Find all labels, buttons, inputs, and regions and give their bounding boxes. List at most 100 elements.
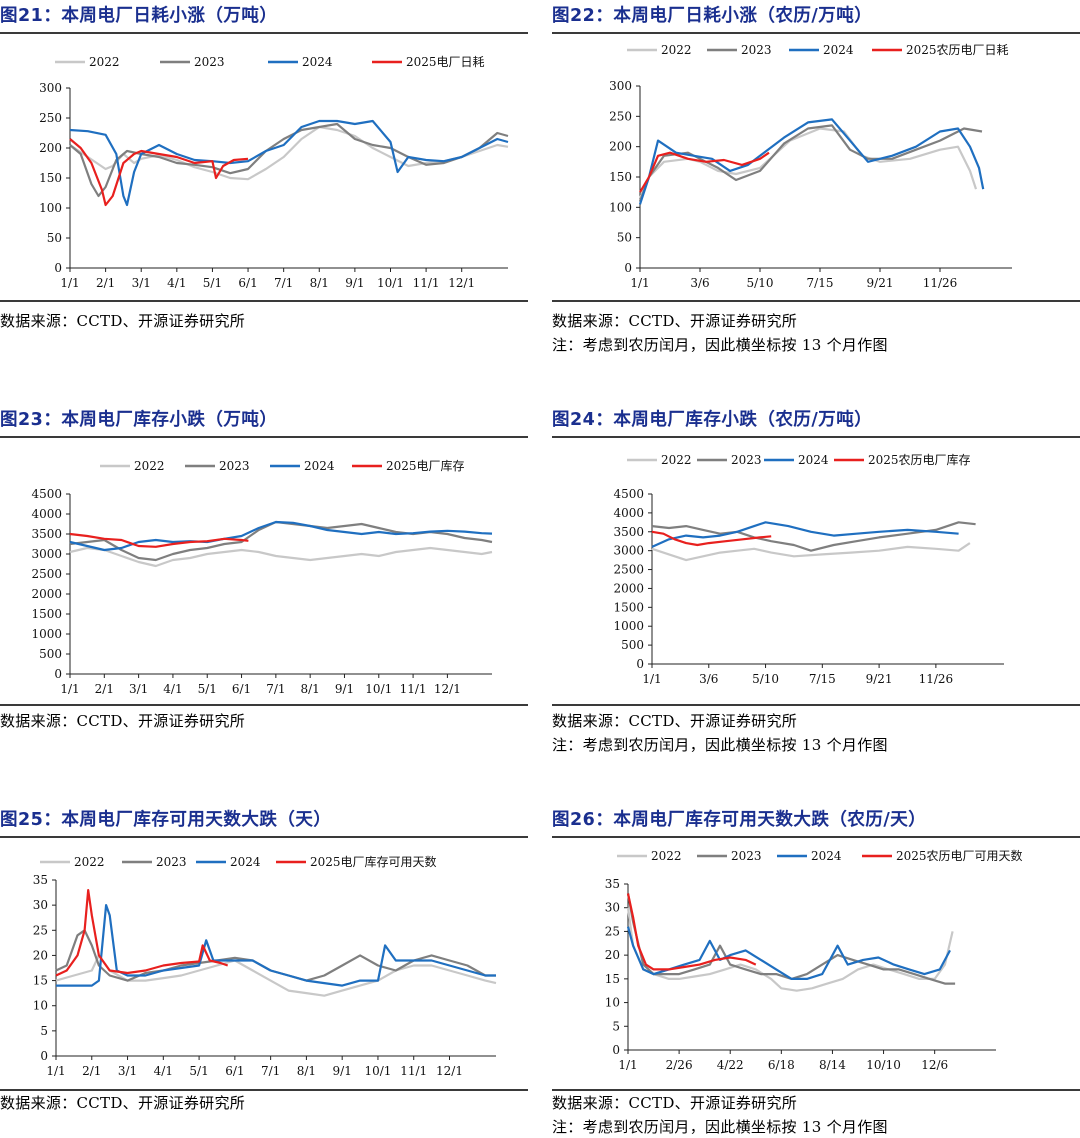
x-tick-label: 9/1 — [345, 276, 364, 290]
x-tick-label: 9/21 — [867, 276, 894, 290]
x-tick-label: 10/10 — [866, 1058, 901, 1072]
y-tick-label: 250 — [609, 109, 632, 123]
series-line-2022 — [651, 542, 971, 562]
series-line-2023 — [626, 893, 956, 985]
source-text: 数据来源：CCTD、开源证券研究所 — [552, 712, 798, 730]
source-text: 数据来源：CCTD、开源证券研究所 — [0, 1094, 246, 1112]
note-text: 注：考虑到农历闰月，因此横坐标按 13 个月作图 — [552, 336, 888, 354]
y-tick-label: 1000 — [613, 619, 644, 633]
x-tick-label: 5/1 — [189, 1064, 208, 1078]
series-line-2022 — [626, 907, 954, 992]
y-tick-label: 3500 — [613, 525, 644, 539]
legend-label: 2023 — [194, 55, 225, 69]
source-rule — [0, 704, 528, 706]
source-rule — [552, 300, 1080, 302]
source-rule — [0, 1089, 528, 1091]
y-tick-label: 50 — [617, 231, 632, 245]
source-text: 数据来源：CCTD、开源证券研究所 — [552, 312, 798, 330]
x-tick-label: 11/26 — [923, 276, 958, 290]
legend-label: 2022 — [74, 855, 105, 869]
x-tick-label: 8/1 — [297, 1064, 316, 1078]
y-tick-label: 1500 — [31, 607, 62, 621]
x-tick-label: 1/1 — [618, 1058, 637, 1072]
y-tick-label: 4000 — [31, 507, 62, 521]
series-line-2024 — [651, 521, 959, 548]
legend-label: 2022 — [134, 459, 165, 473]
figure-title: 图24：本周电厂库存小跌（农历/万吨） — [552, 410, 873, 430]
legend-label: 2022 — [651, 849, 682, 863]
y-tick-label: 0 — [40, 1049, 48, 1063]
legend-label: 2023 — [731, 849, 762, 863]
y-tick-label: 20 — [33, 948, 48, 962]
y-tick-label: 0 — [54, 667, 62, 681]
y-tick-label: 3500 — [31, 527, 62, 541]
series-line-2024 — [69, 520, 493, 552]
title-rule — [0, 32, 528, 34]
y-tick-label: 150 — [609, 170, 632, 184]
line-chart: 0 500 1000 1500 2000 2500 3000 3500 4000 4500 1/1 2… — [31, 458, 493, 696]
y-tick-label: 0 — [612, 1043, 620, 1057]
figure-title: 图22：本周电厂日耗小涨（农历/万吨） — [552, 6, 873, 26]
x-tick-label: 2/1 — [96, 276, 115, 290]
note-text: 注：考虑到农历闰月，因此横坐标按 13 个月作图 — [552, 1118, 888, 1136]
y-tick-label: 20 — [605, 948, 620, 962]
legend-label: 2025电厂库存可用天数 — [310, 854, 437, 869]
y-tick-label: 30 — [605, 901, 620, 915]
figure-title: 图21：本周电厂日耗小涨（万吨） — [0, 6, 278, 26]
y-tick-label: 25 — [605, 924, 620, 938]
x-tick-label: 4/1 — [163, 682, 182, 696]
legend-label: 2025电厂库存 — [386, 458, 465, 473]
x-tick-label: 12/1 — [436, 1064, 463, 1078]
series-line-2025农历电厂可用天数 — [626, 893, 757, 971]
figure-26-panel: 图26：本周电厂库存可用天数大跌（农历/天） 0 5 10 15 20 25 30 35 1/1… — [552, 804, 1080, 1138]
x-tick-label: 7/15 — [809, 672, 836, 686]
legend-label: 2023 — [219, 459, 250, 473]
y-tick-label: 50 — [47, 231, 62, 245]
x-tick-label: 12/1 — [448, 276, 475, 290]
y-tick-label: 300 — [609, 79, 632, 93]
x-tick-label: 6/1 — [225, 1064, 244, 1078]
y-tick-label: 2000 — [31, 587, 62, 601]
legend-label: 2024 — [302, 55, 333, 69]
x-tick-label: 1/1 — [60, 276, 79, 290]
x-tick-label: 9/1 — [333, 1064, 352, 1078]
x-tick-label: 5/1 — [198, 682, 217, 696]
y-tick-label: 10 — [33, 999, 48, 1013]
y-tick-label: 500 — [621, 638, 644, 652]
title-rule — [552, 32, 1080, 34]
x-tick-label: 3/1 — [132, 276, 151, 290]
note-text: 注：考虑到农历闰月，因此横坐标按 13 个月作图 — [552, 736, 888, 754]
figure-title: 图26：本周电厂库存可用天数大跌（农历/天） — [552, 810, 927, 830]
y-tick-label: 0 — [54, 261, 62, 275]
y-tick-label: 4000 — [613, 506, 644, 520]
y-tick-label: 30 — [33, 898, 48, 912]
figure-24-panel: 图24：本周电厂库存小跌（农历/万吨） 0 500 1000 1500 2000 2500… — [552, 404, 1080, 774]
x-tick-label: 10/1 — [365, 682, 392, 696]
figure-title: 图25：本周电厂库存可用天数大跌（天） — [0, 810, 332, 830]
series-line-2025电厂日耗 — [69, 138, 249, 207]
y-tick-label: 200 — [609, 140, 632, 154]
x-tick-label: 9/1 — [335, 682, 354, 696]
series-line-2022 — [638, 127, 978, 199]
y-tick-label: 3000 — [613, 544, 644, 558]
x-tick-label: 3/1 — [129, 682, 148, 696]
x-tick-label: 1/1 — [642, 672, 661, 686]
x-tick-label: 8/1 — [301, 682, 320, 696]
legend-label: 2023 — [741, 43, 772, 57]
series-line-2025农历电厂日耗 — [639, 151, 770, 193]
x-tick-label: 11/1 — [413, 276, 440, 290]
legend-label: 2024 — [230, 855, 261, 869]
x-tick-label: 12/1 — [434, 682, 461, 696]
series-line-2024 — [56, 903, 496, 987]
line-chart: 0 50 100 150 200 250 300 1/1 2/1 3/1 4/1 5/1 6/1 7/1 8… — [39, 55, 509, 290]
y-tick-label: 200 — [39, 141, 62, 155]
legend-label: 2022 — [661, 43, 692, 57]
legend-label: 2022 — [89, 55, 120, 69]
x-tick-label: 7/1 — [266, 682, 285, 696]
x-tick-label: 6/1 — [232, 682, 251, 696]
x-tick-label: 4/1 — [154, 1064, 173, 1078]
source-rule — [552, 704, 1080, 706]
y-tick-label: 100 — [39, 201, 62, 215]
y-tick-label: 500 — [39, 647, 62, 661]
x-tick-label: 11/1 — [400, 1064, 427, 1078]
